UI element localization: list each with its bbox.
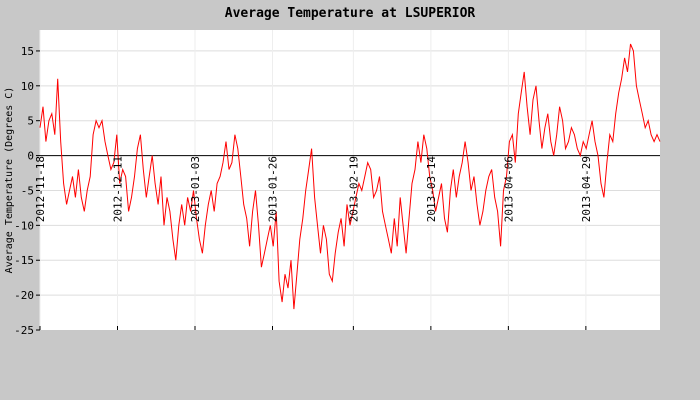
y-tick-label: 10 (21, 80, 34, 93)
x-axis-ticks: 2012-11-18 2012-12-11 2013-01-03 2013-01-26… (34, 156, 593, 330)
y-tick-label: -25 (14, 324, 34, 337)
y-tick-label: 0 (27, 150, 34, 163)
x-tick-label: 2012-11-18 (34, 156, 47, 222)
y-tick-label: 5 (27, 115, 34, 128)
x-tick-label: 2013-03-14 (425, 156, 438, 223)
x-tick-label: 2013-04-06 (502, 156, 515, 222)
plot-area (40, 30, 660, 330)
series-line-0 (39, 43, 661, 310)
y-axis-label: Average Temperature (Degrees C) (4, 87, 15, 274)
x-tick-label: 2013-01-03 (189, 156, 202, 222)
y-tick-label: -10 (14, 219, 34, 232)
y-tick-label: -20 (14, 289, 34, 302)
y-axis-ticks: -25 -20 -15 -10 -5 0 5 10 15 (14, 45, 40, 337)
x-tick-label: 2013-04-29 (580, 156, 593, 222)
x-tick-label: 2013-02-19 (347, 156, 360, 222)
y-tick-label: -15 (14, 254, 34, 267)
series-group (39, 43, 661, 310)
x-tick-label: 2012-12-11 (112, 156, 125, 222)
y-tick-label: -5 (21, 184, 34, 197)
chart-title: Average Temperature at LSUPERIOR (225, 6, 476, 21)
y-tick-label: 15 (21, 45, 34, 58)
x-tick-label: 2013-01-26 (267, 156, 280, 222)
